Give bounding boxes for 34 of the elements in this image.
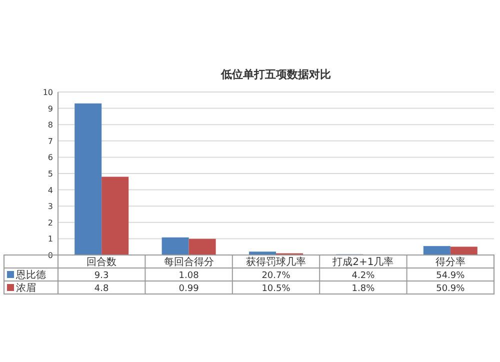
data-label: 54.9%: [436, 271, 466, 281]
data-label: 9.3: [94, 271, 109, 281]
y-tick-label: 6: [48, 153, 53, 162]
chart-title: 低位单打五项数据对比: [220, 68, 331, 81]
y-tick-label: 7: [48, 136, 53, 146]
data-label: 10.5%: [262, 284, 291, 294]
y-tick-label: 9: [48, 104, 53, 114]
x-tick-label: 打成2+1几率: [332, 256, 394, 268]
data-label: 1.8%: [352, 284, 376, 294]
legend-label: 恩比德: [15, 269, 46, 281]
y-tick-label: 3: [48, 202, 53, 212]
data-label: 4.2%: [352, 271, 376, 281]
x-tick-label: 获得罚球几率: [246, 256, 306, 268]
y-tick-label: 10: [42, 88, 53, 97]
y-tick-label: 2: [48, 218, 53, 228]
x-tick-label: 得分率: [435, 256, 466, 268]
x-tick-label: 每回合得分: [164, 256, 214, 268]
y-tick-label: 5: [48, 170, 53, 178]
bar: [188, 238, 216, 255]
bar: [102, 176, 129, 255]
data-label: 20.7%: [262, 271, 291, 281]
data-label: 1.08: [178, 271, 200, 281]
y-tick-label: 4: [48, 186, 53, 195]
legend-label: 浓眉: [16, 282, 36, 294]
data-label: 0.99: [178, 284, 200, 294]
y-tick-label: 8: [48, 120, 53, 130]
bar: [450, 246, 478, 255]
data-label: 4.8: [94, 284, 110, 294]
data-label: 50.9%: [436, 284, 466, 294]
bar: [423, 246, 450, 255]
y-tick-label: 1: [48, 234, 53, 244]
bar: [74, 103, 102, 255]
bar: [162, 237, 189, 255]
x-tick-label: 回合数: [86, 256, 117, 268]
